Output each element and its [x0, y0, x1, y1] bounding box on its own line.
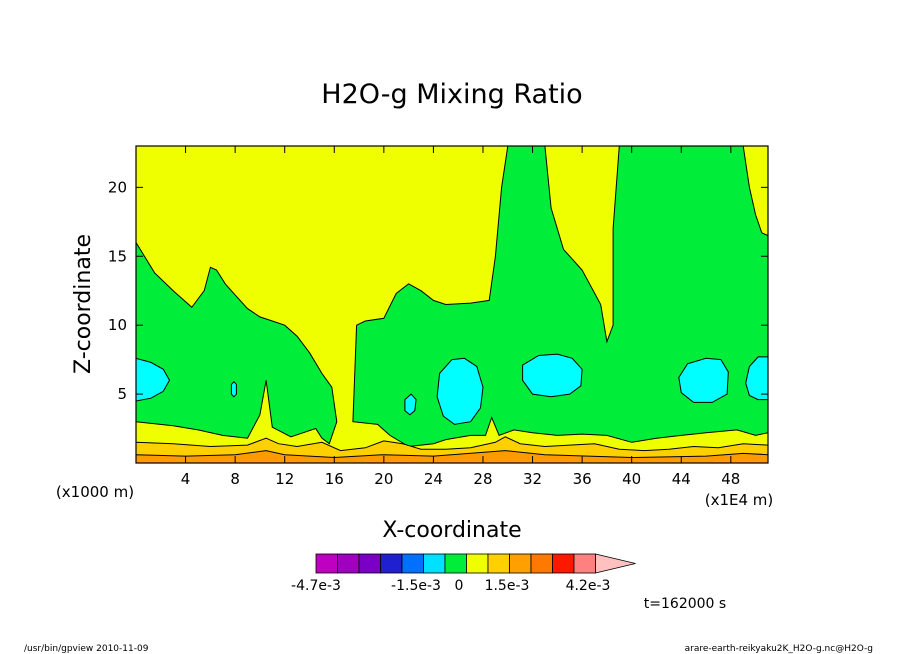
max-core-1 [136, 357, 171, 402]
colorbar-segment [573, 553, 596, 574]
colorbar-segment [530, 553, 553, 574]
moist-region-1 [136, 241, 338, 445]
max-core-6 [678, 357, 729, 403]
colorbar-segment [337, 553, 360, 574]
x-unit-right: (x1E4 m) [705, 491, 774, 509]
footer-right: arare-earth-reikyaku2K_H2O-g.nc@H2O-g [685, 644, 873, 654]
colorbar-segment [358, 553, 381, 574]
x-tick-label: 8 [230, 470, 240, 488]
y-axis-label: Z-coordinate [71, 234, 96, 374]
x-tick-label: 32 [523, 470, 542, 488]
colorbar: -4.7e-3 -1.5e-3 0 1.5e-3 4.2e-3 [291, 553, 636, 594]
bottom-band [136, 450, 768, 463]
max-core-3 [404, 393, 417, 416]
x-tick-label: 44 [672, 470, 691, 488]
colorbar-segment [401, 553, 424, 574]
x-tick-label: 36 [573, 470, 592, 488]
colorbar-segment [487, 553, 510, 574]
x-tick-label: 40 [622, 470, 641, 488]
plot-area [136, 146, 768, 463]
max-core-7 [745, 356, 768, 401]
x-axis: 4 8 12 16 20 24 28 32 36 40 44 48 [181, 146, 740, 488]
footer-left: /usr/bin/gpview 2010-11-09 [24, 644, 149, 654]
y-tick-label: 10 [108, 316, 127, 334]
colorbar-segment [509, 553, 532, 574]
y-tick-label: 20 [108, 178, 127, 196]
x-tick-label: 28 [473, 470, 492, 488]
colorbar-extend-arrow [595, 553, 636, 574]
time-label: t=162000 s [644, 596, 726, 612]
x-tick-label: 20 [374, 470, 393, 488]
plot-frame [135, 145, 769, 464]
x-tick-label: 48 [721, 470, 740, 488]
y-tick-label: 15 [108, 247, 127, 265]
x-tick-label: 24 [424, 470, 443, 488]
max-core-2 [230, 380, 237, 398]
y-tick-label: 5 [117, 385, 127, 403]
x-unit-left: (x1000 m) [56, 483, 134, 501]
chart-title: H2O-g Mixing Ratio [321, 79, 582, 110]
x-tick-label: 16 [325, 470, 344, 488]
x-tick-label: 4 [181, 470, 191, 488]
colorbar-segment [423, 553, 446, 574]
colorbar-label: 1.5e-3 [485, 578, 530, 594]
colorbar-label: -4.7e-3 [291, 578, 341, 594]
colorbar-segment [315, 553, 338, 574]
max-core-4 [436, 357, 484, 425]
max-core-5 [522, 353, 583, 398]
colorbar-segment [380, 553, 403, 574]
colorbar-segment [444, 553, 467, 574]
colorbar-segment [552, 553, 575, 574]
colorbar-label: 0 [455, 578, 464, 594]
colorbar-segment [466, 553, 489, 574]
y-axis: 5 10 15 20 [108, 178, 768, 403]
x-axis-label: X-coordinate [382, 518, 521, 543]
colorbar-label: -1.5e-3 [391, 578, 441, 594]
colorbar-label: 4.2e-3 [566, 578, 611, 594]
x-tick-label: 12 [275, 470, 294, 488]
